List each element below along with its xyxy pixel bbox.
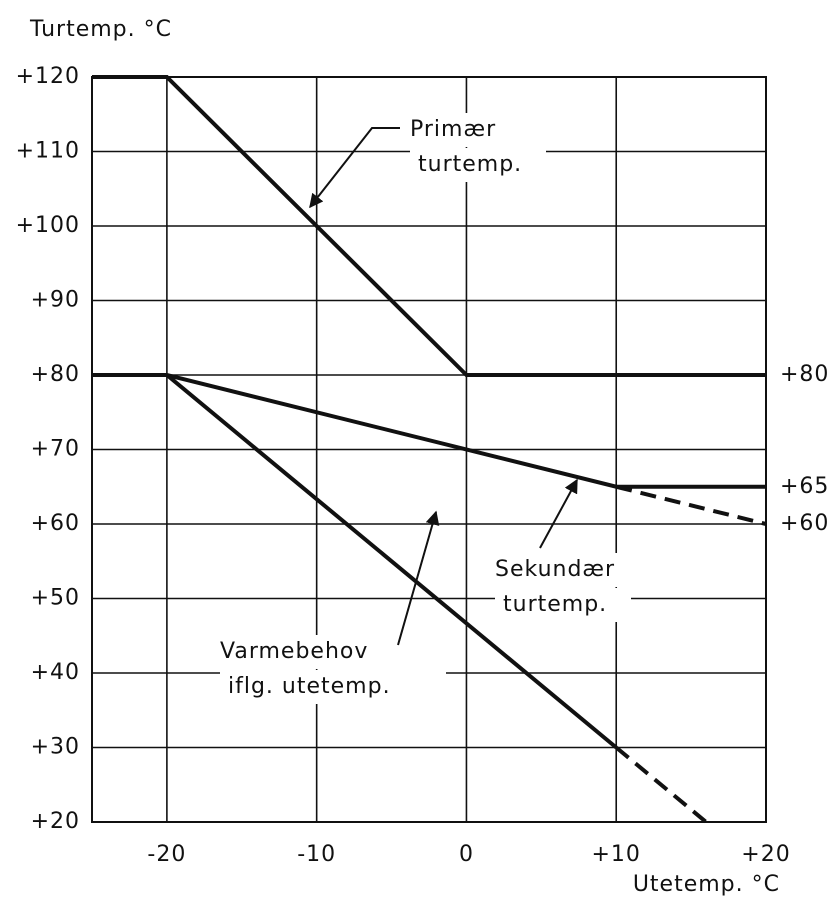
x-tick-label: +20 <box>741 842 790 867</box>
y-tick-label: +100 <box>16 213 80 238</box>
y-tick-label: +70 <box>31 437 80 462</box>
annotation-arrow <box>309 127 400 209</box>
label-background <box>495 588 631 622</box>
series-line <box>615 484 767 526</box>
series-annotation: Primær <box>410 117 496 142</box>
y-tick-label: +90 <box>31 288 80 313</box>
right-value-label: +80 <box>780 362 829 387</box>
series-line <box>92 373 766 489</box>
y-tick-label: +40 <box>31 660 80 685</box>
y-tick-label: +110 <box>16 139 80 164</box>
x-tick-label: 0 <box>459 842 474 867</box>
series-annotation: turtemp. <box>418 152 522 177</box>
right-value-label: +60 <box>780 511 829 536</box>
y-tick-label: +60 <box>31 511 80 536</box>
x-tick-label: +10 <box>592 842 641 867</box>
label-background <box>402 113 508 147</box>
label-background <box>410 148 546 182</box>
x-tick-label: -10 <box>297 842 336 867</box>
series-line <box>614 745 708 824</box>
label-background <box>212 635 378 669</box>
series-line <box>165 373 618 750</box>
x-axis-title: Utetemp. °C <box>633 872 780 897</box>
label-background <box>487 553 623 587</box>
y-tick-label: +120 <box>16 64 80 89</box>
series-annotation: iflg. utetemp. <box>228 674 391 699</box>
y-tick-label: +80 <box>31 362 80 387</box>
y-tick-label: +30 <box>31 735 80 760</box>
y-tick-label: +20 <box>31 809 80 834</box>
x-tick-label: -20 <box>147 842 186 867</box>
y-tick-label: +50 <box>31 586 80 611</box>
y-axis-title: Turtemp. °C <box>29 17 172 42</box>
series-annotation: Varmebehov <box>220 639 368 664</box>
annotation-arrow <box>539 478 578 549</box>
annotation-arrow <box>397 510 440 646</box>
right-value-label: +65 <box>780 474 829 499</box>
series-line <box>92 75 766 377</box>
label-background <box>220 670 446 704</box>
series-annotation: Sekundær <box>495 557 615 582</box>
series-annotation: turtemp. <box>503 592 607 617</box>
